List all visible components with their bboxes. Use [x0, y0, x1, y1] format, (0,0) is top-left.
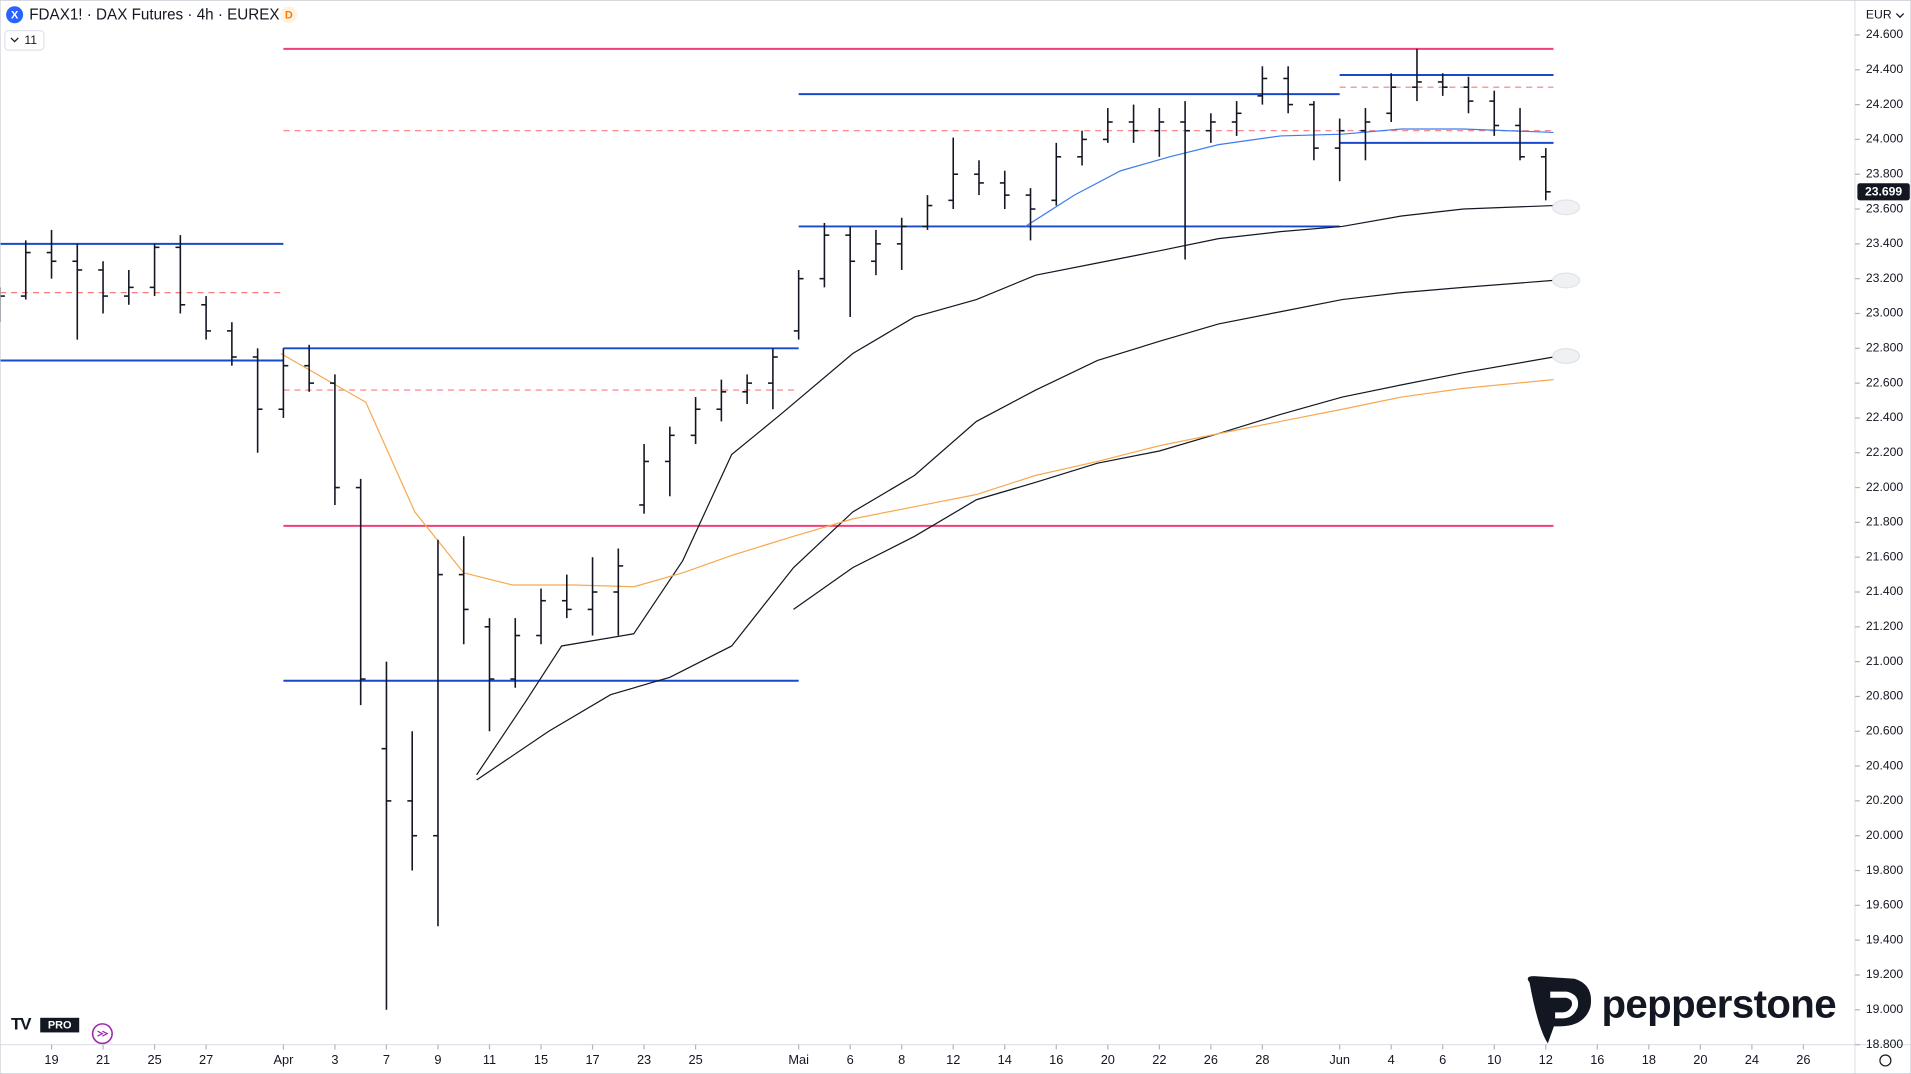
- indicator-toggle[interactable]: [4, 30, 45, 51]
- y-tick-label: 22.600: [1866, 375, 1903, 389]
- y-tick-label: 23.200: [1866, 271, 1903, 285]
- x-tick-label: Mai: [788, 1052, 809, 1067]
- y-tick-label: 20.600: [1866, 723, 1903, 737]
- last-price-bg: [1857, 183, 1910, 201]
- label-dot[interactable]: [1552, 199, 1581, 216]
- x-tick-label: 22: [1152, 1052, 1166, 1067]
- x-tick-label: 16: [1590, 1052, 1604, 1067]
- x-tick-label: 7: [383, 1052, 390, 1067]
- y-tick-label: 20.200: [1866, 793, 1903, 807]
- x-tick-label: 12: [946, 1052, 960, 1067]
- y-tick-label: 22.400: [1866, 410, 1903, 424]
- watermark: pepperstone: [1601, 981, 1836, 1026]
- x-tick-label: 21: [96, 1052, 110, 1067]
- y-tick-label: 19.400: [1866, 932, 1903, 946]
- indicator-line: [476, 204, 1554, 776]
- badge: D: [285, 9, 293, 21]
- y-tick-label: 23.600: [1866, 201, 1903, 215]
- y-tick-label: 23.800: [1866, 166, 1903, 180]
- x-tick-label: 17: [585, 1052, 599, 1067]
- chart-title[interactable]: FDAX1! · DAX Futures · 4h · EUREX: [29, 6, 279, 23]
- x-tick-label: 20: [1101, 1052, 1115, 1067]
- x-tick-label: 25: [688, 1052, 702, 1067]
- y-tick-label: 18.800: [1866, 1037, 1903, 1051]
- currency[interactable]: EUR: [1866, 8, 1892, 22]
- indicator-line: [280, 352, 1554, 588]
- x-tick-label: 20: [1693, 1052, 1707, 1067]
- x-tick-label: 4: [1388, 1052, 1395, 1067]
- x-tick-label: 28: [1255, 1052, 1269, 1067]
- symbol-icon-text: X: [11, 9, 19, 21]
- last-price-label: 23.699: [1865, 185, 1902, 199]
- indicator-line: [793, 356, 1554, 610]
- y-tick-label: 19.200: [1866, 967, 1903, 981]
- y-tick-label: 22.800: [1866, 341, 1903, 355]
- pro-badge: PRO: [48, 1020, 72, 1032]
- y-tick-label: 19.800: [1866, 863, 1903, 877]
- pepperstone-mark: [1527, 976, 1592, 1044]
- badge-bg: [280, 6, 298, 24]
- x-tick-label: 15: [534, 1052, 548, 1067]
- x-tick-label: 14: [998, 1052, 1012, 1067]
- tv-logo: TV: [11, 1015, 32, 1034]
- y-tick-label: 21.200: [1866, 619, 1903, 633]
- x-tick-label: 12: [1539, 1052, 1553, 1067]
- y-tick-label: 24.000: [1866, 132, 1903, 146]
- settings-icon[interactable]: [1879, 1054, 1892, 1067]
- x-tick-label: 8: [898, 1052, 905, 1067]
- x-tick-label: 16: [1049, 1052, 1063, 1067]
- y-tick-label: 22.000: [1866, 480, 1903, 494]
- x-tick-label: 26: [1204, 1052, 1218, 1067]
- x-tick-label: 19: [44, 1052, 58, 1067]
- x-tick-label: 26: [1796, 1052, 1810, 1067]
- y-tick-label: 24.400: [1866, 62, 1903, 76]
- y-tick-label: 22.200: [1866, 445, 1903, 459]
- indicator-line: [476, 279, 1554, 781]
- x-tick-label: 27: [199, 1052, 213, 1067]
- x-tick-label: Apr: [273, 1052, 294, 1067]
- label-dot[interactable]: [1552, 348, 1581, 364]
- y-tick-label: 24.600: [1866, 27, 1903, 41]
- chevron: [10, 37, 19, 43]
- x-tick-label: 11: [483, 1052, 496, 1067]
- y-tick-label: 19.000: [1866, 1002, 1903, 1016]
- y-tick-label: 20.400: [1866, 758, 1903, 772]
- pepperstone-mark-p: [1550, 991, 1579, 1019]
- x-tick-label: 6: [847, 1052, 854, 1067]
- x-tick-label: 3: [331, 1052, 338, 1067]
- indicator-line: [1025, 128, 1554, 227]
- indicator-count: 11: [24, 33, 37, 47]
- y-tick-label: 21.000: [1866, 654, 1903, 668]
- x-tick-label: 18: [1642, 1052, 1656, 1067]
- x-tick-label: 23: [637, 1052, 651, 1067]
- replay-icon[interactable]: [91, 1023, 113, 1045]
- x-tick-label: 10: [1487, 1052, 1501, 1067]
- plot-area: [0, 47, 1554, 1010]
- y-tick-label: 21.800: [1866, 515, 1903, 529]
- y-tick-label: 21.400: [1866, 584, 1903, 598]
- x-tick-label: 24: [1745, 1052, 1759, 1067]
- x-tick-label: 6: [1439, 1052, 1446, 1067]
- replay-arrow: [97, 1030, 109, 1037]
- label-dot[interactable]: [1552, 272, 1581, 289]
- y-tick-label: 24.200: [1866, 97, 1903, 111]
- y-tick-label: 20.000: [1866, 828, 1903, 842]
- y-tick-label: 23.400: [1866, 236, 1903, 250]
- x-tick-label: 25: [147, 1052, 161, 1067]
- y-tick-label: 23.000: [1866, 306, 1903, 320]
- x-tick-label: 9: [434, 1052, 441, 1067]
- pro-box: [40, 1017, 80, 1033]
- y-tick-label: 20.800: [1866, 689, 1903, 703]
- y-tick-label: 19.600: [1866, 898, 1903, 912]
- symbol-icon[interactable]: [6, 6, 24, 24]
- y-tick-label: 21.600: [1866, 549, 1903, 563]
- currency-chevron: [1895, 13, 1905, 19]
- x-tick-label: Jun: [1329, 1052, 1350, 1067]
